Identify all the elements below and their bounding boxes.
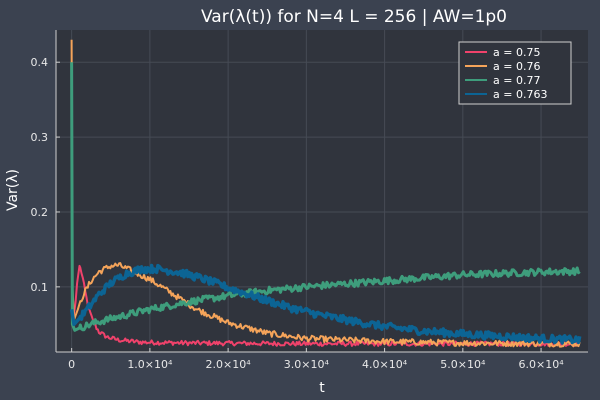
y-tick-label: 0.1 <box>31 281 49 294</box>
series-layer <box>69 39 582 348</box>
x-tick-label: 3.0×10⁴ <box>284 358 330 371</box>
axes <box>55 30 588 353</box>
series-line-3 <box>69 263 582 345</box>
x-axis-label: t <box>319 380 325 396</box>
x-tick-label: 6.0×10⁴ <box>518 358 564 371</box>
series-line-1 <box>70 39 581 348</box>
x-tick-label: 2.0×10⁴ <box>206 358 252 371</box>
y-tick-label: 0.3 <box>31 131 49 144</box>
y-axis-label: Var(λ) <box>5 169 21 211</box>
legend-label: a = 0.77 <box>493 74 540 87</box>
x-tick-label: 5.0×10⁴ <box>440 358 486 371</box>
y-tick-label: 0.4 <box>31 56 49 69</box>
x-tick-label: 4.0×10⁴ <box>362 358 408 371</box>
legend-label: a = 0.763 <box>493 88 547 101</box>
series-line-2 <box>70 62 581 332</box>
x-tick-label: 0 <box>68 358 75 371</box>
y-tick-label: 0.2 <box>31 206 49 219</box>
chart-title: Var(λ(t)) for N=4 L = 256 | AW=1p0 <box>201 7 507 27</box>
x-tick-label: 1.0×10⁴ <box>127 358 173 371</box>
legend-label: a = 0.75 <box>493 46 540 59</box>
legend-label: a = 0.76 <box>493 60 540 73</box>
tick-labels: 0 1.0×10⁴ 2.0×10⁴ 3.0×10⁴ 4.0×10⁴ 5.0×10⁴ 6.0×… <box>31 56 565 371</box>
legend: a = 0.75a = 0.76a = 0.77a = 0.763 <box>458 41 572 105</box>
